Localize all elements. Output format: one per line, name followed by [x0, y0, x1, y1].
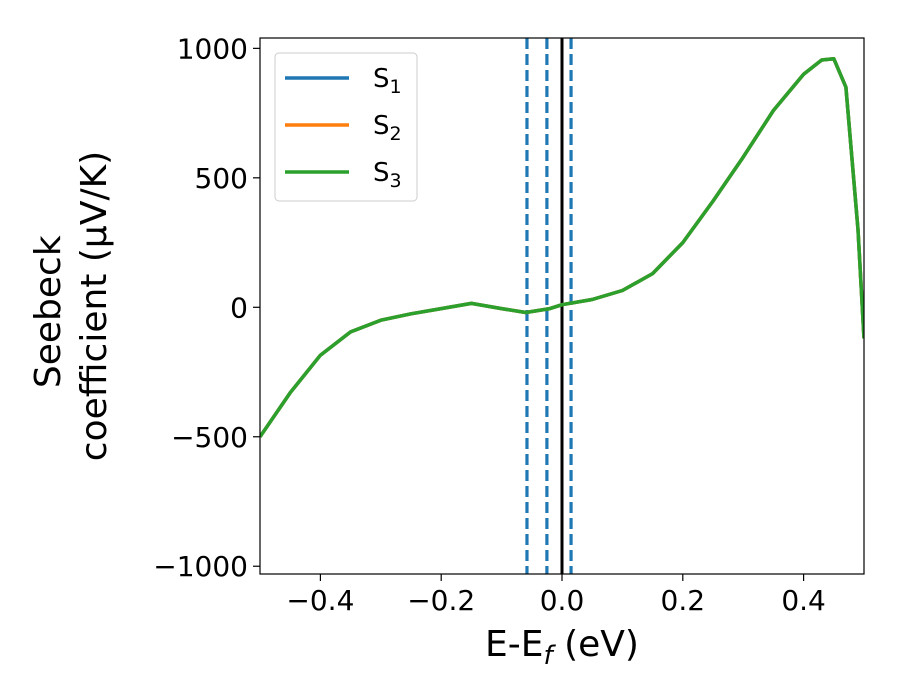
- legend-label: S1: [373, 64, 402, 98]
- legend-box: [274, 52, 418, 202]
- x-tick-label: 0.0: [540, 584, 585, 617]
- x-tick-label: −0.2: [407, 584, 475, 617]
- x-tick-label: 0.2: [661, 584, 706, 617]
- y-tick-label: −500: [171, 421, 248, 454]
- series-line-s3: [260, 56, 864, 438]
- x-axis-label-main: E-E: [485, 624, 543, 665]
- y-tick-label: 1000: [177, 32, 248, 65]
- x-tick-label: −0.4: [286, 584, 354, 617]
- y-axis-label-line2: coefficient (μV/K): [74, 151, 115, 461]
- legend: S1 S2 S3: [274, 52, 418, 202]
- y-axis-label-line1: Seebeck: [28, 235, 69, 388]
- x-tick-label: 0.4: [781, 584, 826, 617]
- x-axis-label: E-Ef (eV): [485, 624, 639, 671]
- legend-label: S3: [373, 158, 402, 192]
- y-tick-label: −1000: [153, 550, 248, 583]
- legend-label: S2: [373, 111, 402, 145]
- y-tick-label: 500: [195, 162, 248, 195]
- x-axis-label-unit: (eV): [553, 624, 639, 665]
- x-axis-ticks: −0.4 −0.2 0.0 0.2 0.4: [286, 574, 826, 617]
- y-axis-ticks: −1000 −500 0 500 1000: [153, 32, 260, 583]
- y-axis-label: Seebeck coefficient (μV/K): [28, 151, 115, 461]
- y-tick-label: 0: [230, 291, 248, 324]
